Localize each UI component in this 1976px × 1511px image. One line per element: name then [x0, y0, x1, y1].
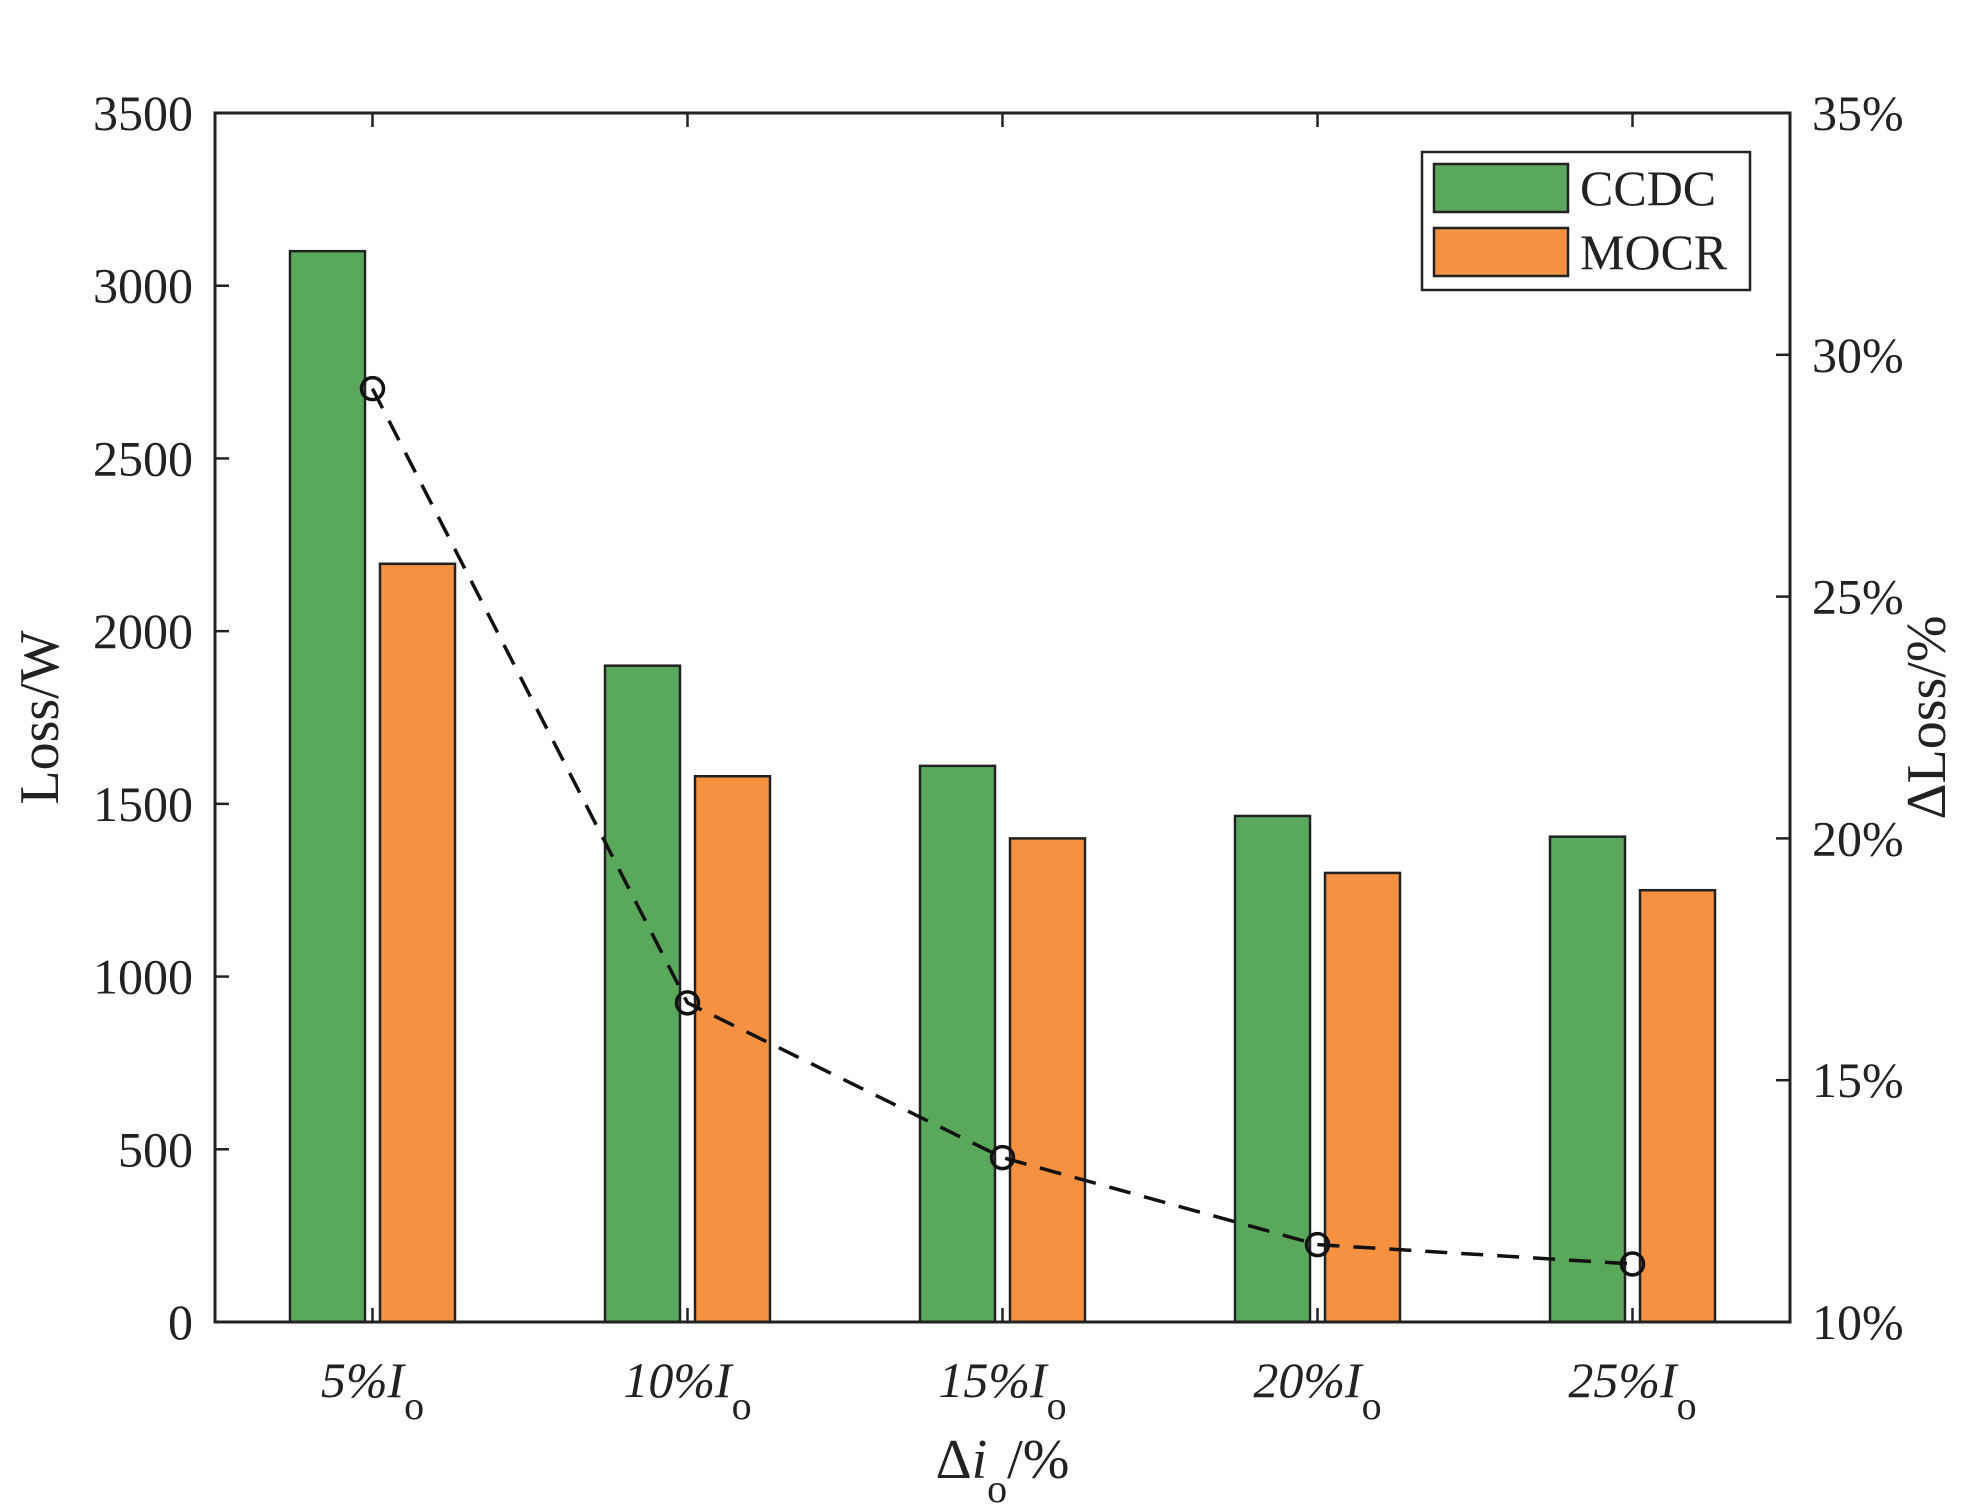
- y-tick-label-7: 3500: [93, 85, 193, 141]
- delta-loss-marker-2: [989, 1144, 1016, 1171]
- y-tick-label-3: 1500: [93, 776, 193, 832]
- delta-loss-line: [370, 387, 1633, 1266]
- legend-label-mocr: MOCR: [1580, 224, 1728, 280]
- legend: CCDC MOCR: [1420, 150, 1752, 292]
- bar-ccdc-2: [918, 764, 997, 1324]
- category-label-3: 20%Io: [1253, 1352, 1381, 1428]
- category-label-1: 10%Io: [623, 1352, 751, 1428]
- x-axis-title: Δio/%: [936, 1429, 1070, 1511]
- y2-tick-label-0: 10%: [1812, 1294, 1904, 1350]
- bar-mocr-4: [1638, 888, 1717, 1324]
- bar-mocr-3: [1323, 871, 1402, 1324]
- y-tick-label-1: 500: [118, 1121, 193, 1177]
- legend-swatch-ccdc: [1432, 162, 1570, 214]
- y-tick-label-5: 2500: [93, 430, 193, 486]
- category-labels: 5%Io 10%Io 15%Io 20%Io 25%Io: [321, 1352, 1697, 1428]
- x-axis-title-var: i: [972, 1429, 988, 1491]
- bar-ccdc-4: [1548, 835, 1627, 1324]
- y2-tick-label-3: 25%: [1812, 569, 1904, 625]
- y2-axis-title: ΔLoss/%: [1896, 615, 1958, 819]
- bar-mocr-2: [1008, 837, 1087, 1324]
- y2-tick-label-1: 15%: [1812, 1052, 1904, 1108]
- y-tick-label-6: 3000: [93, 258, 193, 314]
- category-label-4: 25%Io: [1568, 1352, 1696, 1428]
- legend-swatch-mocr: [1432, 226, 1570, 278]
- right-axis-tick-labels: 10% 15% 20% 25% 30% 35%: [1812, 85, 1904, 1350]
- bar-mocr-1: [693, 774, 772, 1324]
- legend-label-ccdc: CCDC: [1580, 160, 1716, 216]
- x-axis-title-suffix: /%: [1007, 1429, 1069, 1491]
- y2-tick-label-5: 35%: [1812, 85, 1904, 141]
- bars-layer: [288, 249, 1717, 1324]
- bar-ccdc-3: [1233, 814, 1312, 1324]
- delta-loss-marker-3: [1304, 1231, 1331, 1258]
- delta-loss-line-layer: [359, 375, 1646, 1277]
- y2-tick-label-2: 20%: [1812, 810, 1904, 866]
- bar-ccdc-0: [288, 249, 367, 1324]
- category-label-0: 5%Io: [321, 1352, 424, 1428]
- y-tick-label-4: 2000: [93, 603, 193, 659]
- left-axis-tick-labels: 0 500 1000 1500 2000 2500 3000 3500: [93, 85, 193, 1350]
- y-axis-title: Loss/W: [9, 630, 71, 804]
- delta-loss-marker-0: [359, 375, 386, 402]
- bar-mocr-0: [378, 562, 457, 1324]
- x-axis-title-prefix: Δ: [936, 1429, 972, 1491]
- bar-ccdc-1: [603, 664, 682, 1324]
- y2-tick-label-4: 30%: [1812, 327, 1904, 383]
- delta-loss-marker-1: [674, 990, 701, 1016]
- category-label-2: 15%Io: [938, 1352, 1066, 1428]
- x-axis-title-sub: o: [987, 1466, 1007, 1511]
- ticks-layer: [215, 111, 1790, 1324]
- y-tick-label-0: 0: [168, 1294, 193, 1350]
- y-tick-label-2: 1000: [93, 949, 193, 1005]
- delta-loss-marker-4: [1619, 1251, 1646, 1277]
